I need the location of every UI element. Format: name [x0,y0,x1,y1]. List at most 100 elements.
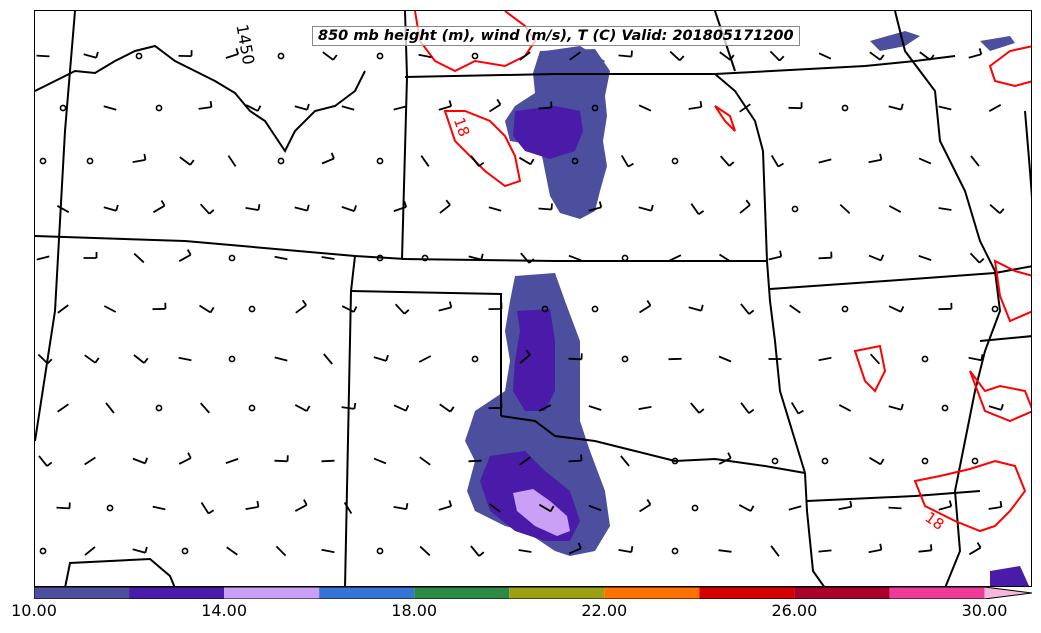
wind-barb [918,544,933,553]
wind-barb [393,200,408,212]
wind-barb [274,255,288,261]
wind-barb [373,457,387,465]
wind-barb [618,546,634,553]
calm-wind-circle [841,305,849,313]
wind-barb [868,456,885,466]
wind-barb [419,456,431,466]
wind-barb [638,104,652,112]
calm-wind-circle [376,157,384,165]
border-ok-ar [766,260,806,474]
calm-wind-circle [421,254,429,262]
temp-contour-missouri [714,105,736,132]
wind-barb [152,200,166,214]
colorbar-segment [319,587,415,599]
wind-barb [588,201,603,212]
wind-barb [468,253,484,261]
wind-barb [888,305,905,313]
temperature-contours [414,11,1031,533]
wind-barb [788,505,802,511]
wind-barb [688,304,704,312]
wind-barb [488,302,503,310]
wind-barb [718,355,732,363]
calm-wind-circle [921,457,929,465]
wind-barb [739,103,751,113]
wind-barb [638,406,652,410]
wind-barb [869,51,885,61]
wind-barb [84,546,96,556]
calm-wind-circle [39,547,47,555]
calm-wind-circle [376,547,384,555]
calm-wind-circle [248,305,256,313]
wind-barb [968,542,982,556]
wind-barb [838,500,853,511]
wind-barb [718,452,732,465]
wind-barb [439,199,451,214]
wind-barb [36,54,50,58]
calm-wind-circle [471,355,479,363]
wind-barb [520,252,535,264]
border-ia-mo [714,55,956,75]
wind-barb [36,255,50,261]
wind-barb [321,256,335,260]
wind-barb [888,403,904,411]
wind-barb [438,301,453,312]
wind-barb [938,207,952,211]
wind-barb [989,204,1005,214]
wind-barb [938,105,952,111]
calm-wind-circle [821,457,829,465]
wind-barb [968,354,984,362]
precip-area-ne-corner [870,31,920,51]
wind-barb [770,154,784,168]
wind-barb [938,500,953,511]
wind-barb [768,250,783,261]
wind-barb [105,402,115,414]
wind-barb [618,50,633,58]
calm-wind-circle [248,404,256,412]
wind-barb [569,51,581,61]
wind-barb [178,249,192,262]
wind-barb [227,155,237,167]
calm-wind-circle [941,404,949,412]
precip-area-oklahoma-core [513,309,555,411]
calm-wind-circle [621,254,629,262]
wind-barb [538,101,553,110]
colorbar-tick-label: 10.00 [11,601,57,620]
wind-barb [373,354,389,362]
wind-barb [419,545,431,557]
calm-wind-circle [86,157,94,165]
wind-barb [103,105,117,111]
wind-barb [720,155,735,167]
calm-wind-circle [591,104,599,112]
wind-barb [568,353,583,361]
calm-wind-circle [841,104,849,112]
wind-barb [200,502,215,515]
calm-wind-circle [541,305,549,313]
wind-barb [718,549,732,553]
temp-contour-east-texas [913,459,1027,533]
calm-wind-circle [155,404,163,412]
wind-barb [341,402,357,410]
wind-barb [538,503,555,513]
calm-wind-circle [971,457,979,465]
temp-contour-arkansas [853,344,887,393]
wind-barb [620,154,634,168]
border-il-in [1024,110,1031,198]
wind-barb [225,458,239,464]
wind-barb [199,304,215,314]
border-mo-ar [769,265,1031,290]
wind-barb [438,100,453,111]
wind-barb [719,253,731,263]
calm-wind-circle [277,157,285,165]
wind-barb [38,455,53,467]
border-ks-mo [714,73,768,262]
precip-area-kansas-north [545,46,605,73]
wind-barb [56,502,71,510]
mississippi-river [894,11,1002,586]
precip-area-se-corner [990,566,1030,586]
wind-barb [568,454,583,463]
wind-barbs [36,48,1005,557]
wind-barb [274,455,289,463]
wind-barb [420,155,430,167]
wind-barb [57,304,69,314]
wind-barb [274,356,288,362]
